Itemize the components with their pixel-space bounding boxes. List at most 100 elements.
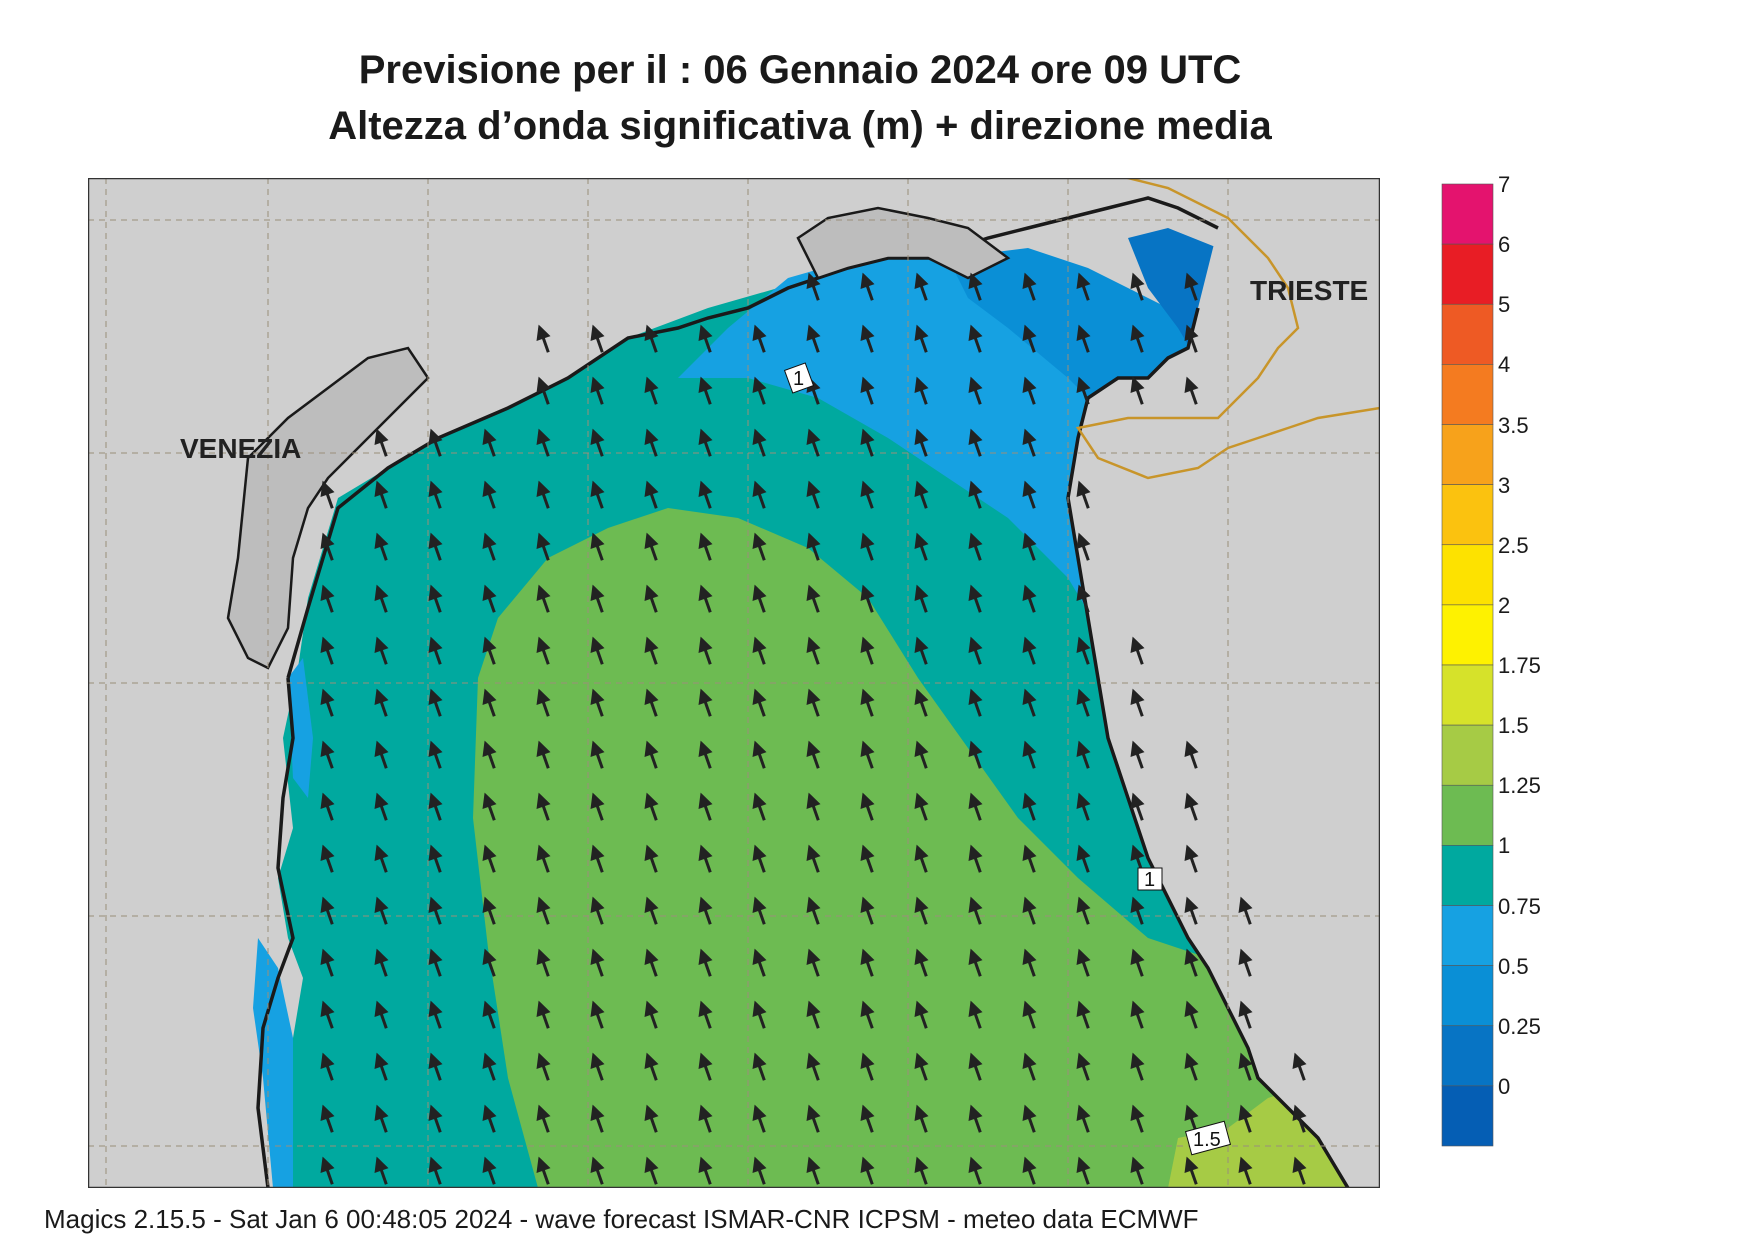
direction-arrow-head — [536, 688, 551, 706]
direction-arrow-head — [968, 1104, 983, 1122]
direction-arrow-head — [914, 428, 929, 446]
direction-arrow-head — [590, 792, 605, 810]
direction-arrow-head — [1130, 688, 1145, 706]
direction-arrow-head — [968, 740, 983, 758]
direction-arrow-head — [590, 480, 605, 498]
direction-arrow-head — [752, 1052, 767, 1070]
direction-arrow-head — [860, 792, 875, 810]
direction-arrow-head — [374, 1000, 389, 1018]
direction-arrow-head — [752, 636, 767, 654]
direction-arrow-head — [698, 948, 713, 966]
direction-arrow-head — [1130, 1104, 1145, 1122]
direction-arrow-head — [806, 948, 821, 966]
direction-arrow-head — [320, 896, 335, 914]
direction-arrow-head — [806, 428, 821, 446]
direction-arrow-head — [968, 792, 983, 810]
direction-arrow-head — [1130, 376, 1145, 394]
legend-label: 1.25 — [1498, 773, 1541, 799]
direction-arrow-head — [482, 480, 497, 498]
legend-swatch — [1441, 243, 1494, 305]
direction-arrow-head — [1022, 948, 1037, 966]
direction-arrow-head — [860, 480, 875, 498]
direction-arrow-head — [968, 636, 983, 654]
direction-arrow-head — [914, 948, 929, 966]
direction-arrow-head — [428, 688, 443, 706]
direction-arrow-head — [1022, 1000, 1037, 1018]
contour-label-text: 1.5 — [1193, 1129, 1221, 1151]
direction-arrow-head — [482, 896, 497, 914]
direction-arrow-head — [644, 844, 659, 862]
direction-arrow-head — [590, 1052, 605, 1070]
direction-arrow-head — [428, 1104, 443, 1122]
legend-swatch — [1441, 604, 1494, 666]
direction-arrow-head — [968, 1052, 983, 1070]
direction-arrow-head — [644, 1052, 659, 1070]
direction-arrow-head — [536, 948, 551, 966]
direction-arrow-head — [1022, 1052, 1037, 1070]
direction-arrow-head — [374, 532, 389, 550]
direction-arrow-head — [1076, 376, 1091, 394]
direction-arrow-head — [698, 896, 713, 914]
legend-swatch — [1441, 784, 1494, 846]
direction-arrow-head — [968, 948, 983, 966]
direction-arrow-head — [482, 844, 497, 862]
direction-arrow-head — [1184, 844, 1199, 862]
direction-arrow-head — [968, 1156, 983, 1174]
direction-arrow-head — [1184, 1156, 1199, 1174]
direction-arrow-head — [806, 584, 821, 602]
direction-arrow-head — [644, 792, 659, 810]
direction-arrow-head — [752, 428, 767, 446]
direction-arrow-head — [698, 844, 713, 862]
grado-lagoon — [796, 206, 1011, 280]
direction-arrow-head — [860, 324, 875, 342]
direction-arrow-head — [1076, 688, 1091, 706]
legend-swatch — [1441, 424, 1494, 485]
direction-arrow-head — [1130, 272, 1145, 290]
direction-arrow-head — [482, 1104, 497, 1122]
direction-arrow-head — [698, 636, 713, 654]
direction-arrow-head — [644, 324, 659, 342]
direction-arrow-head — [914, 740, 929, 758]
direction-arrow-head — [1022, 272, 1037, 290]
sea-band-west-blue — [253, 938, 293, 1188]
direction-arrow-head — [806, 1156, 821, 1174]
direction-arrow-head — [590, 636, 605, 654]
direction-arrow-head — [428, 1000, 443, 1018]
direction-arrow-head — [1022, 1104, 1037, 1122]
direction-arrow-head — [590, 1104, 605, 1122]
direction-arrow-head — [968, 324, 983, 342]
direction-arrow-head — [968, 480, 983, 498]
contour-label-text: 1 — [793, 368, 804, 390]
legend-label: 2.5 — [1498, 532, 1529, 558]
direction-arrow-head — [374, 1052, 389, 1070]
direction-arrow-head — [752, 532, 767, 550]
direction-arrow-head — [644, 1104, 659, 1122]
direction-arrow-head — [1292, 1052, 1307, 1070]
color-scale-legend — [1441, 183, 1494, 1147]
direction-arrow-head — [320, 1000, 335, 1018]
direction-arrow-head — [482, 792, 497, 810]
direction-arrow-head — [860, 740, 875, 758]
direction-arrow-head — [590, 948, 605, 966]
direction-arrow-head — [1184, 740, 1199, 758]
direction-arrow-head — [698, 428, 713, 446]
direction-arrow-head — [590, 324, 605, 342]
direction-arrow-head — [1022, 688, 1037, 706]
direction-arrow-head — [428, 792, 443, 810]
direction-arrow-head — [914, 1052, 929, 1070]
direction-arrow-head — [644, 688, 659, 706]
direction-arrow-head — [806, 272, 821, 290]
direction-arrow-head — [320, 480, 335, 498]
city-label-venezia: VENEZIA — [180, 433, 301, 464]
direction-arrow-head — [644, 428, 659, 446]
direction-arrow-head — [968, 272, 983, 290]
direction-arrow-head — [752, 688, 767, 706]
legend-swatch — [1441, 905, 1494, 966]
direction-arrow-head — [1292, 1104, 1307, 1122]
direction-arrow-head — [374, 948, 389, 966]
direction-arrow-head — [482, 532, 497, 550]
direction-arrow-head — [1022, 896, 1037, 914]
direction-arrow-head — [428, 896, 443, 914]
direction-arrow-head — [428, 584, 443, 602]
direction-arrow-head — [1184, 792, 1199, 810]
